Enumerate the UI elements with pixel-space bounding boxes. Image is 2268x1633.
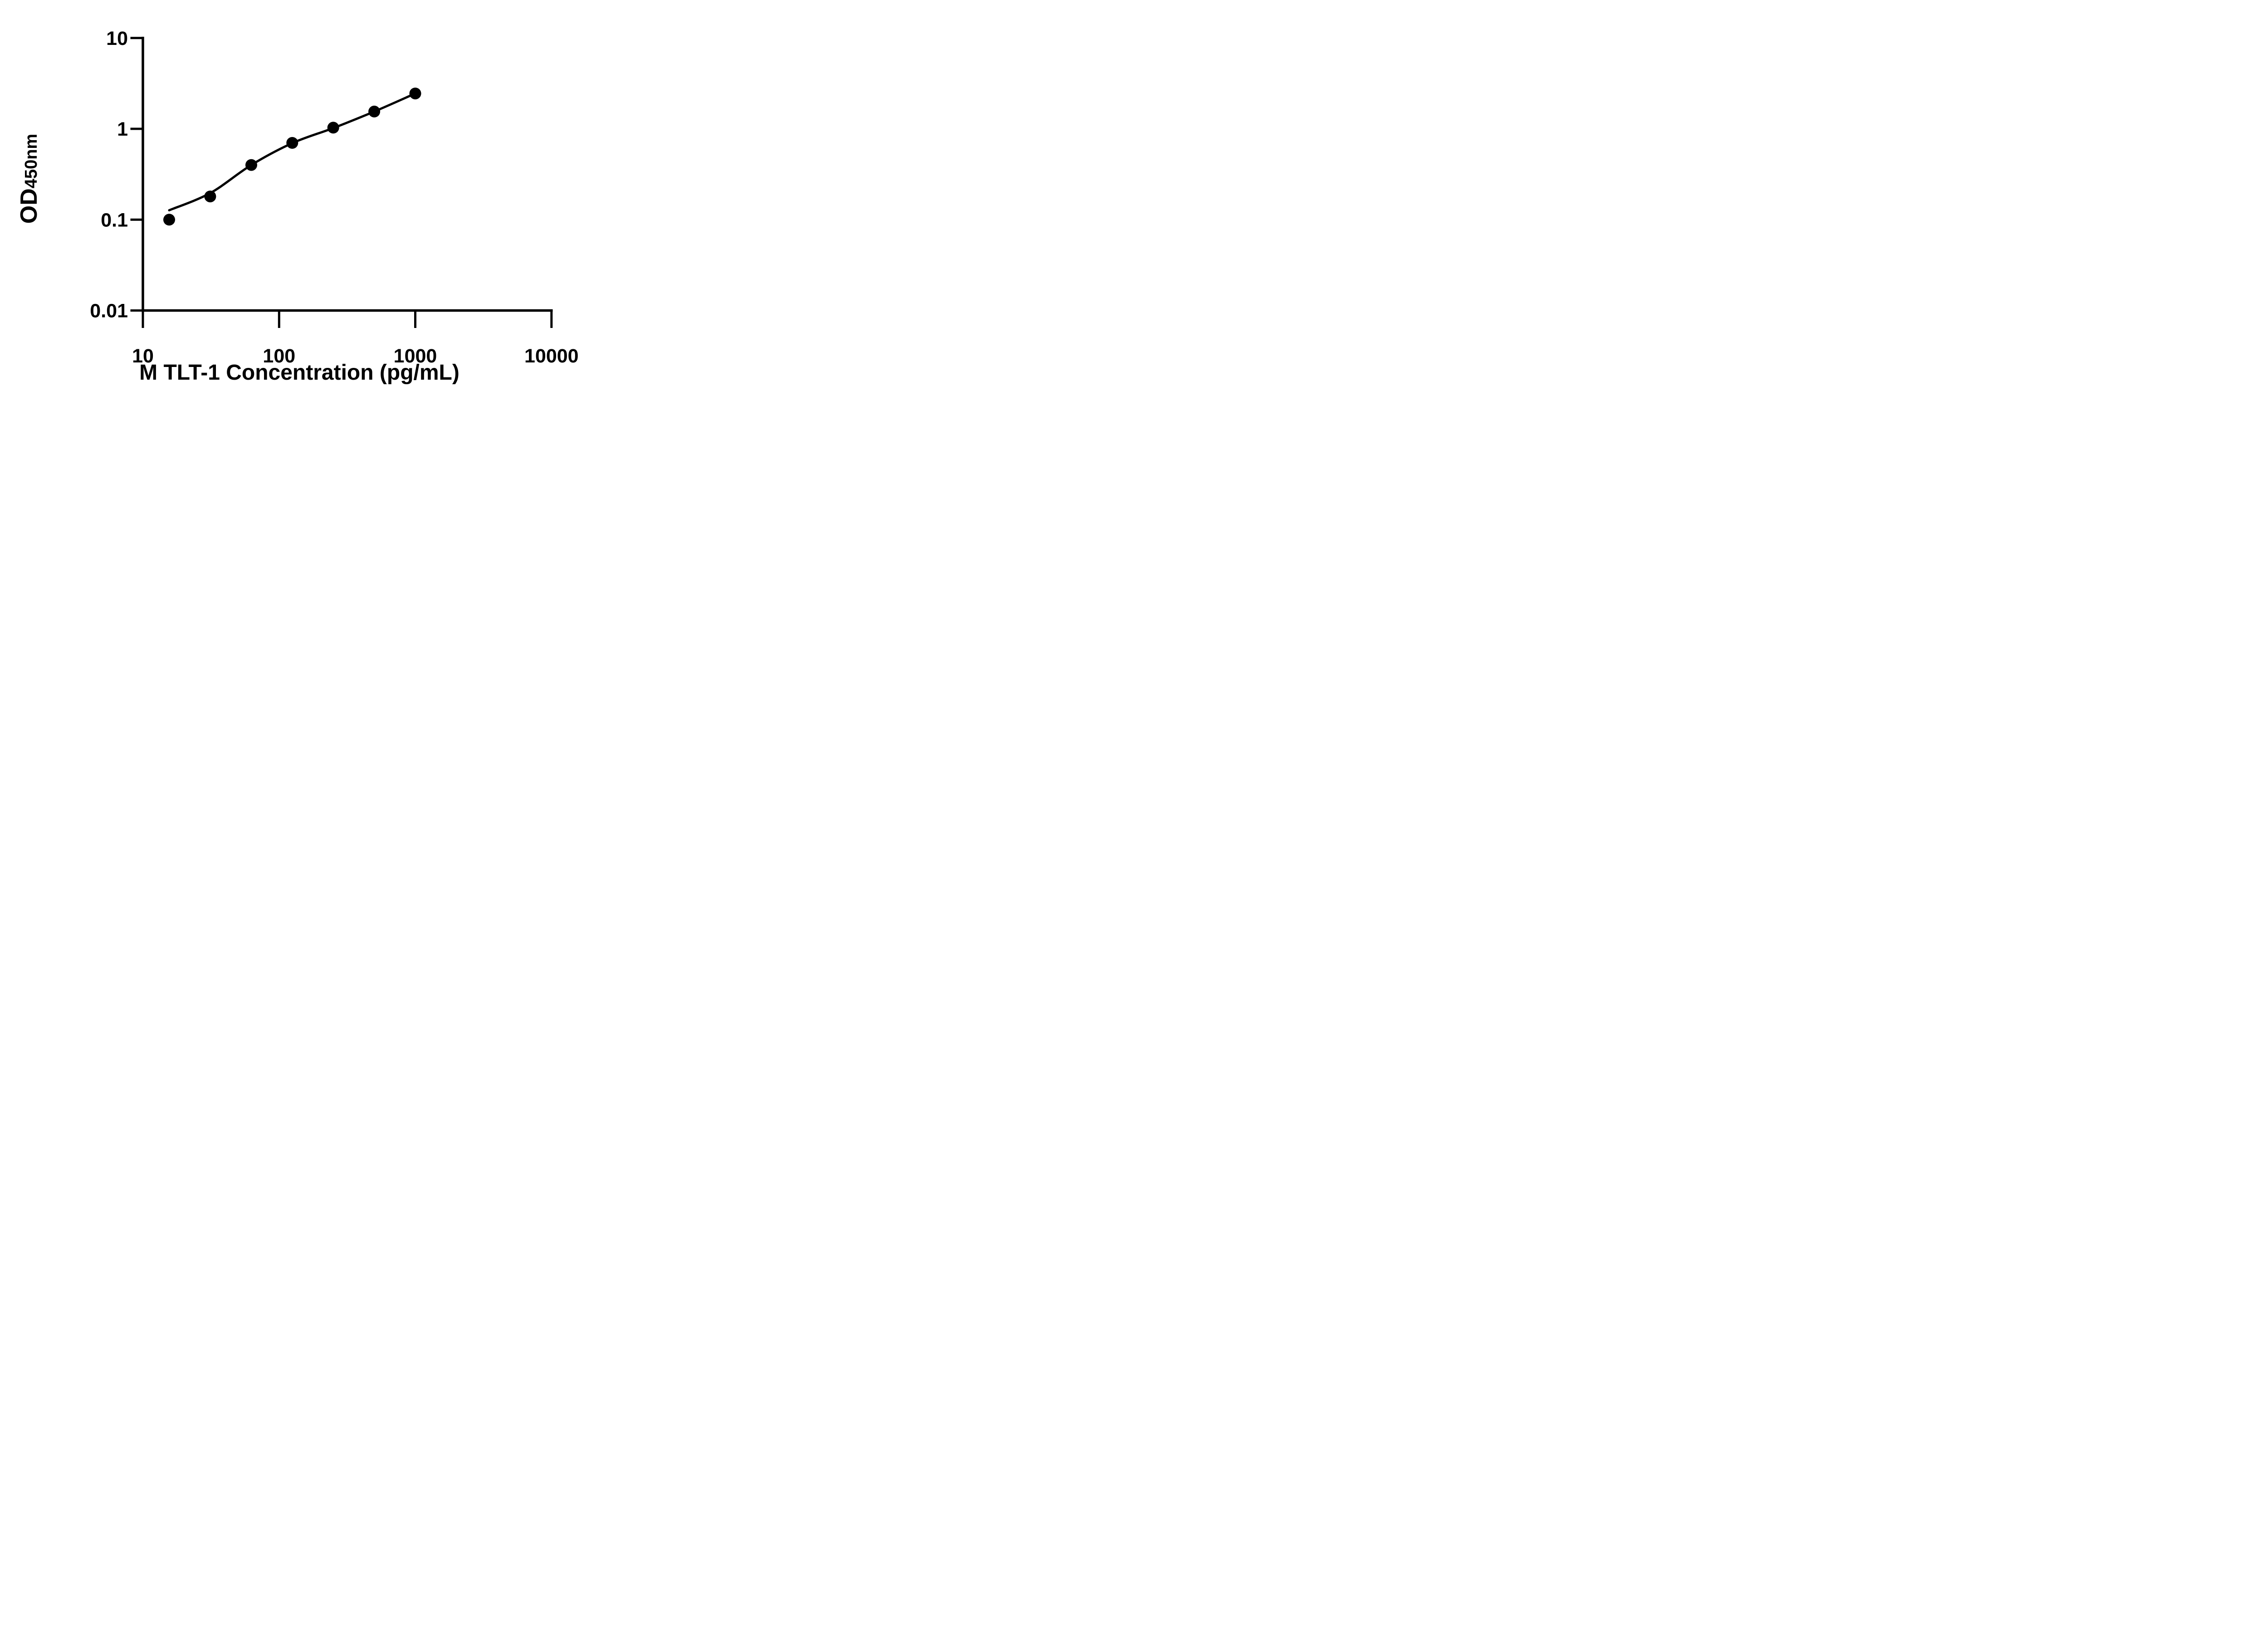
standard-curve-figure: 0.01 0.1 1 10 10 100 1000 10000 M TLT-1 Concent…	[0, 0, 614, 408]
y-axis-title: OD450nm	[15, 134, 43, 224]
data-point	[245, 159, 257, 171]
data-point	[368, 105, 381, 117]
data-point	[327, 122, 339, 134]
y-tick-label: 1	[117, 118, 128, 140]
y-tick-label: 0.1	[101, 209, 128, 231]
y-tick-label: 0.01	[90, 300, 128, 322]
x-tick-label: 1000	[394, 345, 437, 367]
data-point	[409, 88, 421, 100]
data-point	[163, 214, 175, 226]
x-tick-label: 100	[263, 345, 295, 367]
x-tick-label: 10000	[524, 345, 579, 367]
y-tick-label: 10	[106, 28, 128, 49]
y-axis-title-base: OD	[16, 188, 42, 224]
x-tick-label: 10	[132, 345, 154, 367]
x-axis-title: M TLT-1 Concentration (pg/mL)	[139, 361, 459, 385]
data-point	[286, 137, 298, 149]
data-point	[204, 191, 216, 203]
y-axis-title-subscript: 450nm	[22, 133, 41, 189]
plot-area: 0.01 0.1 1 10 10 100 1000 10000	[90, 28, 579, 367]
